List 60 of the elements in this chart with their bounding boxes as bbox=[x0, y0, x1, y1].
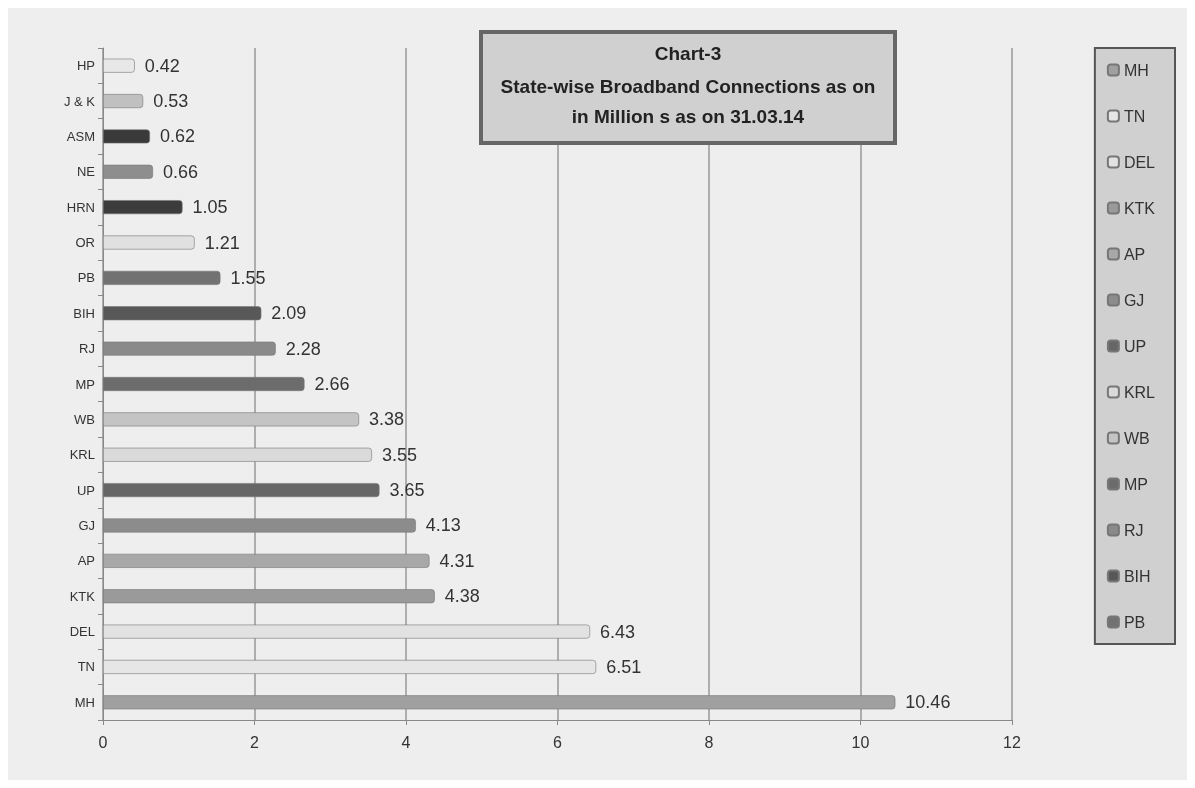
y-tick-label: TN bbox=[77, 659, 95, 675]
y-tick-label: DEL bbox=[69, 624, 95, 640]
data-label: 0.42 bbox=[144, 55, 180, 76]
legend-label: KTK bbox=[1123, 199, 1156, 217]
data-label: 3.38 bbox=[369, 409, 405, 430]
y-tick-label: MH bbox=[74, 694, 95, 710]
legend-label: BIH bbox=[1123, 567, 1151, 585]
x-tick-label: 8 bbox=[704, 733, 714, 751]
legend-label: DEL bbox=[1123, 153, 1156, 171]
legend-label: AP bbox=[1123, 245, 1146, 263]
y-tick-label: KTK bbox=[69, 588, 96, 604]
y-tick-label: BIH bbox=[73, 305, 95, 321]
legend-label: UP bbox=[1123, 337, 1147, 355]
y-tick-label: NE bbox=[76, 164, 96, 180]
y-tick-label: RJ bbox=[79, 341, 95, 357]
data-label: 0.62 bbox=[159, 126, 196, 147]
data-label: 1.21 bbox=[204, 232, 240, 253]
legend-label: KRL bbox=[1123, 383, 1156, 401]
data-label: 1.55 bbox=[230, 267, 266, 288]
x-tick-label: 12 bbox=[1003, 733, 1021, 751]
legend-label: GJ bbox=[1123, 291, 1145, 309]
y-tick-label: PB bbox=[77, 270, 95, 286]
data-label: 2.28 bbox=[285, 338, 321, 359]
legend-label: PB bbox=[1123, 613, 1146, 631]
data-label: 3.55 bbox=[381, 444, 417, 465]
data-label: 4.38 bbox=[444, 586, 480, 607]
y-tick-label: HRN bbox=[66, 199, 95, 215]
data-label: 10.46 bbox=[905, 692, 951, 713]
x-tick-label: 4 bbox=[401, 733, 411, 751]
data-label: 2.09 bbox=[271, 303, 307, 324]
y-tick-label: MP bbox=[75, 376, 95, 392]
data-label: 0.66 bbox=[162, 161, 199, 182]
data-label: 0.53 bbox=[153, 91, 189, 112]
data-label: 4.31 bbox=[439, 550, 475, 571]
x-tick-label: 2 bbox=[250, 733, 260, 751]
y-tick-label: GJ bbox=[78, 517, 95, 533]
y-tick-label: ASM bbox=[66, 128, 95, 144]
y-tick-label: HP bbox=[76, 58, 95, 74]
y-tick-label: KRL bbox=[69, 447, 95, 463]
data-label: 3.65 bbox=[389, 480, 425, 501]
chart-title: Chart-3 bbox=[654, 43, 722, 64]
y-tick-label: WB bbox=[74, 411, 95, 427]
x-tick-label: 10 bbox=[851, 733, 870, 751]
x-tick-label: 6 bbox=[553, 733, 563, 751]
y-tick-label: AP bbox=[77, 553, 95, 569]
legend-label: RJ bbox=[1123, 521, 1144, 539]
data-label: 1.05 bbox=[192, 197, 228, 218]
legend-label: TN bbox=[1123, 107, 1146, 125]
y-tick-label: OR bbox=[75, 235, 95, 251]
legend-label: WB bbox=[1123, 429, 1150, 447]
y-tick-label: UP bbox=[76, 482, 95, 498]
data-label: 4.13 bbox=[425, 515, 461, 536]
data-label: 2.66 bbox=[314, 374, 350, 394]
y-tick-label: J & K bbox=[63, 93, 96, 109]
legend-label: MH bbox=[1123, 61, 1149, 79]
data-label: 6.51 bbox=[606, 656, 642, 677]
legend-label: MP bbox=[1123, 475, 1148, 493]
x-tick-label: 0 bbox=[98, 733, 108, 751]
text: State-wise Broadband Connections as on in Million s as on 31.03.14 bbox=[500, 75, 876, 127]
data-label: 6.43 bbox=[600, 621, 636, 642]
